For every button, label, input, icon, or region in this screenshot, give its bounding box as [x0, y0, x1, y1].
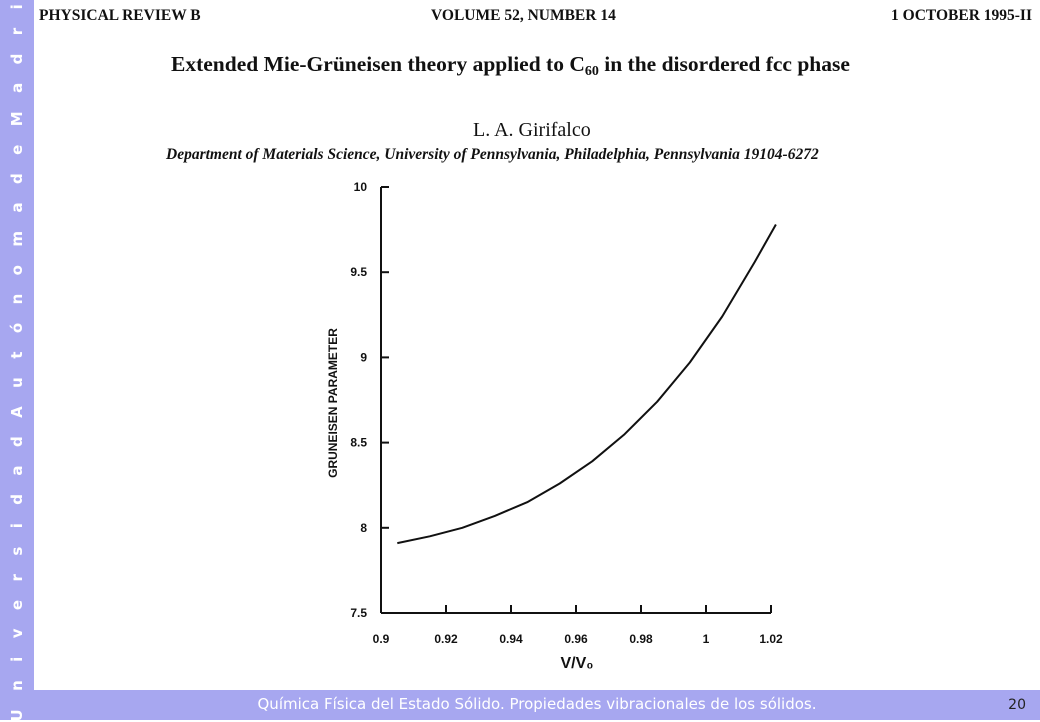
volume-number: VOLUME 52, NUMBER 14 [431, 7, 616, 24]
gruneisen-chart: 7.5 8 8.5 9 9.5 10 0.9 0.92 0.94 0.96 0.98 1 1.02 GR… [326, 180, 783, 672]
paper-author: L. A. Girifalco [473, 119, 591, 141]
sidebar-banner: U n i v e r s i d a d A u t ó n o m a d … [0, 0, 34, 722]
y-tick-label: 9.5 [350, 265, 367, 279]
y-tick-label: 7.5 [350, 606, 367, 620]
paper-title-subscript: 60 [584, 64, 599, 79]
footer-bar: Química Física del Estado Sólido. Propie… [34, 690, 1040, 720]
y-tick-label: 8.5 [350, 436, 367, 450]
y-axis-title: GRUNEISEN PARAMETER [326, 328, 340, 478]
chart-ticks: 7.5 8 8.5 9 9.5 10 0.9 0.92 0.94 0.96 0.98 1 1.02 [350, 180, 783, 646]
chart-axes [380, 187, 771, 614]
x-tick-label: 0.9 [373, 632, 390, 646]
series-line [397, 224, 777, 545]
x-tick-label: 1.02 [759, 632, 783, 646]
x-tick-label: 0.92 [434, 632, 458, 646]
page-number: 20 [1008, 697, 1026, 713]
y-tick-label: 8 [360, 521, 367, 535]
x-tick-label: 1 [703, 632, 710, 646]
paper-title-end: in the disordered fcc phase [598, 52, 850, 76]
journal-name: PHYSICAL REVIEW B [39, 7, 201, 24]
issue-date: 1 OCTOBER 1995-II [891, 7, 1032, 24]
y-tick-label: 9 [360, 350, 367, 364]
x-tick-label: 0.94 [499, 632, 523, 646]
chart-series [397, 224, 777, 545]
x-tick-label: 0.96 [564, 632, 588, 646]
paper-title-main: Extended Mie-Grüneisen theory applied to… [171, 52, 585, 76]
paper-title: Extended Mie-Grüneisen theory applied to… [171, 52, 850, 80]
y-tick-label: 10 [354, 180, 368, 194]
x-axis-title: V/V₀ [561, 655, 594, 672]
x-tick-label: 0.98 [629, 632, 653, 646]
paper-affiliation: Department of Materials Science, Univers… [166, 146, 819, 163]
footer-text: Química Física del Estado Sólido. Propie… [257, 695, 817, 713]
